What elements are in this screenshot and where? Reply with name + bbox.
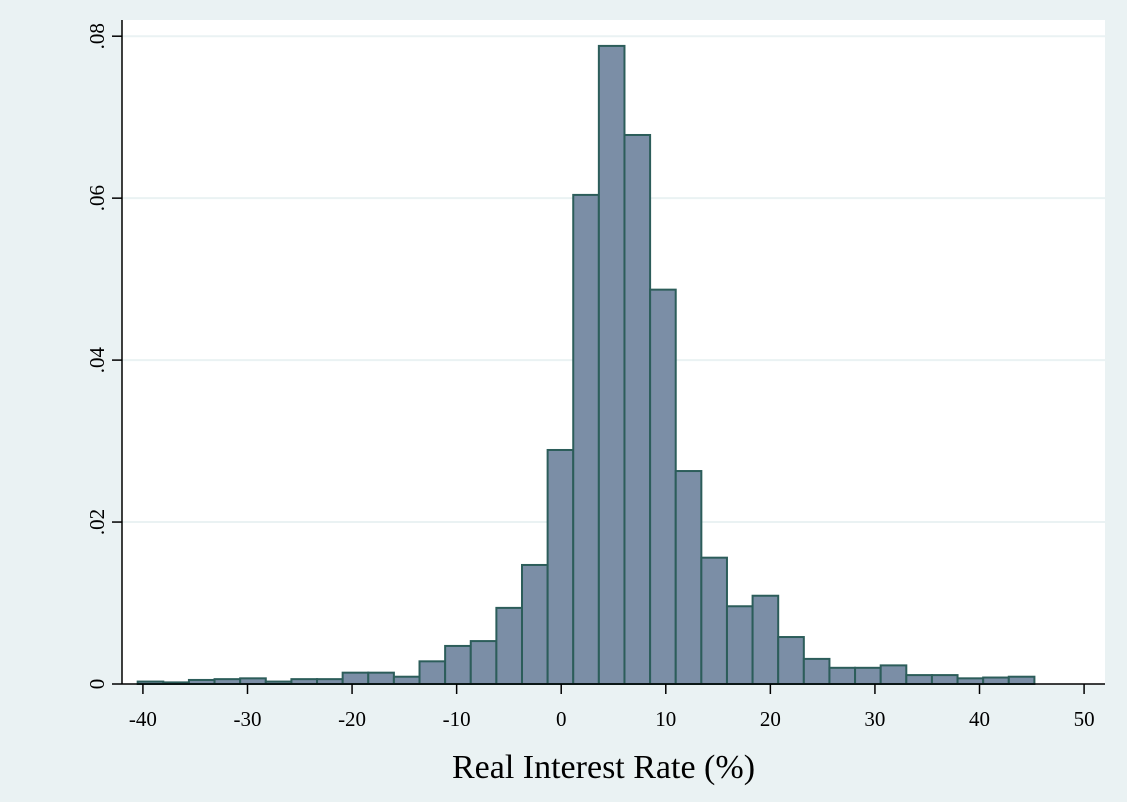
x-tick-label: -30 <box>233 707 261 731</box>
y-tick-label: .02 <box>85 509 109 535</box>
histogram-bar <box>572 193 600 685</box>
axes <box>121 20 1105 685</box>
histogram-bar <box>495 606 523 686</box>
histogram-bar <box>1007 675 1036 686</box>
histogram-bar <box>854 666 882 685</box>
x-tick-label: 10 <box>655 707 676 731</box>
histogram-bar <box>982 676 1010 686</box>
y-tick-label: .08 <box>85 23 109 49</box>
histogram-bar <box>597 44 626 686</box>
histogram-bar <box>700 556 728 685</box>
x-tick-label: 50 <box>1074 707 1095 731</box>
histogram-bar <box>623 133 652 686</box>
histogram-bar <box>802 657 831 686</box>
histogram-bar <box>956 677 985 686</box>
x-tick-label: -20 <box>338 707 366 731</box>
histogram-bar <box>751 594 780 685</box>
histogram-bar <box>341 671 370 685</box>
histogram-bar <box>930 674 959 686</box>
histogram-bar <box>444 644 472 686</box>
histogram-bar <box>520 563 549 686</box>
histogram-bar <box>367 671 395 685</box>
y-axis-ticks: 0 .02 .04 .06 .08 <box>85 23 122 689</box>
y-tick-label: 0 <box>85 679 109 690</box>
x-tick-label: 20 <box>760 707 781 731</box>
x-axis-ticks: -40 -30 -20 -10 0 10 20 30 40 50 <box>129 684 1095 731</box>
histogram-bar <box>649 288 677 685</box>
histogram-bar <box>828 666 857 685</box>
y-tick-label: .06 <box>85 185 109 211</box>
histogram-bar <box>725 605 754 686</box>
x-tick-label: -10 <box>443 707 471 731</box>
x-tick-label: -40 <box>129 707 157 731</box>
histogram-bar <box>239 677 267 686</box>
histogram-bar <box>777 636 805 685</box>
x-tick-label: 0 <box>556 707 567 731</box>
histogram-bar <box>674 470 703 685</box>
x-tick-label: 30 <box>864 707 885 731</box>
histogram-bar <box>905 674 933 686</box>
y-tick-label: .04 <box>85 346 109 373</box>
histogram-bar <box>418 660 447 686</box>
histogram-bar <box>879 664 908 685</box>
x-axis-title: Real Interest Rate (%) <box>452 749 755 786</box>
x-tick-label: 40 <box>969 707 990 731</box>
histogram-bar <box>469 640 498 686</box>
histogram-bar <box>546 448 575 686</box>
histogram-bar <box>392 675 421 686</box>
